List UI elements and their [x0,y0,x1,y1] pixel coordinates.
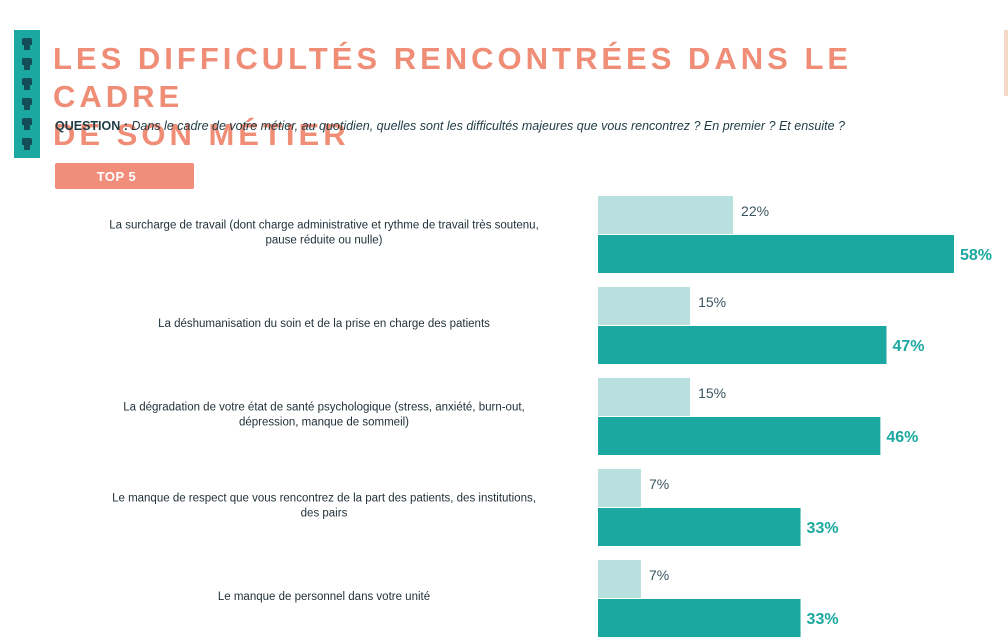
figure-icon [21,118,33,130]
bar-first-choice [598,287,691,325]
data-label-first-choice: 7% [649,476,669,492]
question-label: QUESTION : [55,119,128,133]
question-text: Dans le cadre de votre métier, au quotid… [127,119,845,133]
page-title: LES DIFFICULTÉS RENCONTRÉES DANS LE CADR… [53,41,853,152]
category-label: Le manque de personnel dans votre unité [218,591,430,603]
data-label-total: 33% [807,520,839,537]
category-label-line: La surcharge de travail (dont charge adm… [109,220,539,232]
bar-first-choice [598,378,691,416]
bar-first-choice [598,196,734,234]
figure-icon [21,78,33,90]
category-label: La surcharge de travail (dont charge adm… [109,220,539,247]
bar-total [598,599,801,637]
category-label-line: Le manque de personnel dans votre unité [218,591,430,603]
decorative-side-strip [14,30,40,158]
category-label: La déshumanisation du soin et de la pris… [158,318,490,330]
data-label-first-choice: 15% [698,385,726,401]
data-label-first-choice: 22% [741,203,769,219]
data-label-first-choice: 15% [698,294,726,310]
bar-total [598,235,954,273]
top-badge-label: TOP 5 [96,168,137,184]
figure-icon [21,38,33,50]
bar-total [598,417,881,455]
figure-icon [21,138,33,150]
data-label-total: 47% [892,338,924,355]
figure-icon [21,58,33,70]
decorative-corner-mark [1004,30,1008,96]
data-label-first-choice: 7% [649,567,669,583]
category-label: La dégradation de votre état de santé ps… [123,402,524,429]
bar-first-choice [598,469,641,507]
category-label-line: La dégradation de votre état de santé ps… [123,402,524,414]
bar-total [598,326,887,364]
category-label: Le manque de respect que vous rencontrez… [112,493,536,520]
question-line: QUESTION : Dans le cadre de votre métier… [55,119,955,133]
figure-icon [21,98,33,110]
category-label-line: Le manque de respect que vous rencontrez… [112,493,536,505]
top-badge: TOP 5 [55,163,194,189]
category-label-line: pause réduite ou nulle) [266,235,383,247]
bar-total [598,508,801,546]
category-label-line: dépression, manque de sommeil) [239,417,409,429]
data-label-total: 33% [807,611,839,628]
bar-first-choice [598,560,641,598]
data-label-total: 46% [886,429,918,446]
category-label-line: des pairs [301,508,348,520]
category-label-line: La déshumanisation du soin et de la pris… [158,318,490,330]
data-label-total: 58% [960,247,992,264]
